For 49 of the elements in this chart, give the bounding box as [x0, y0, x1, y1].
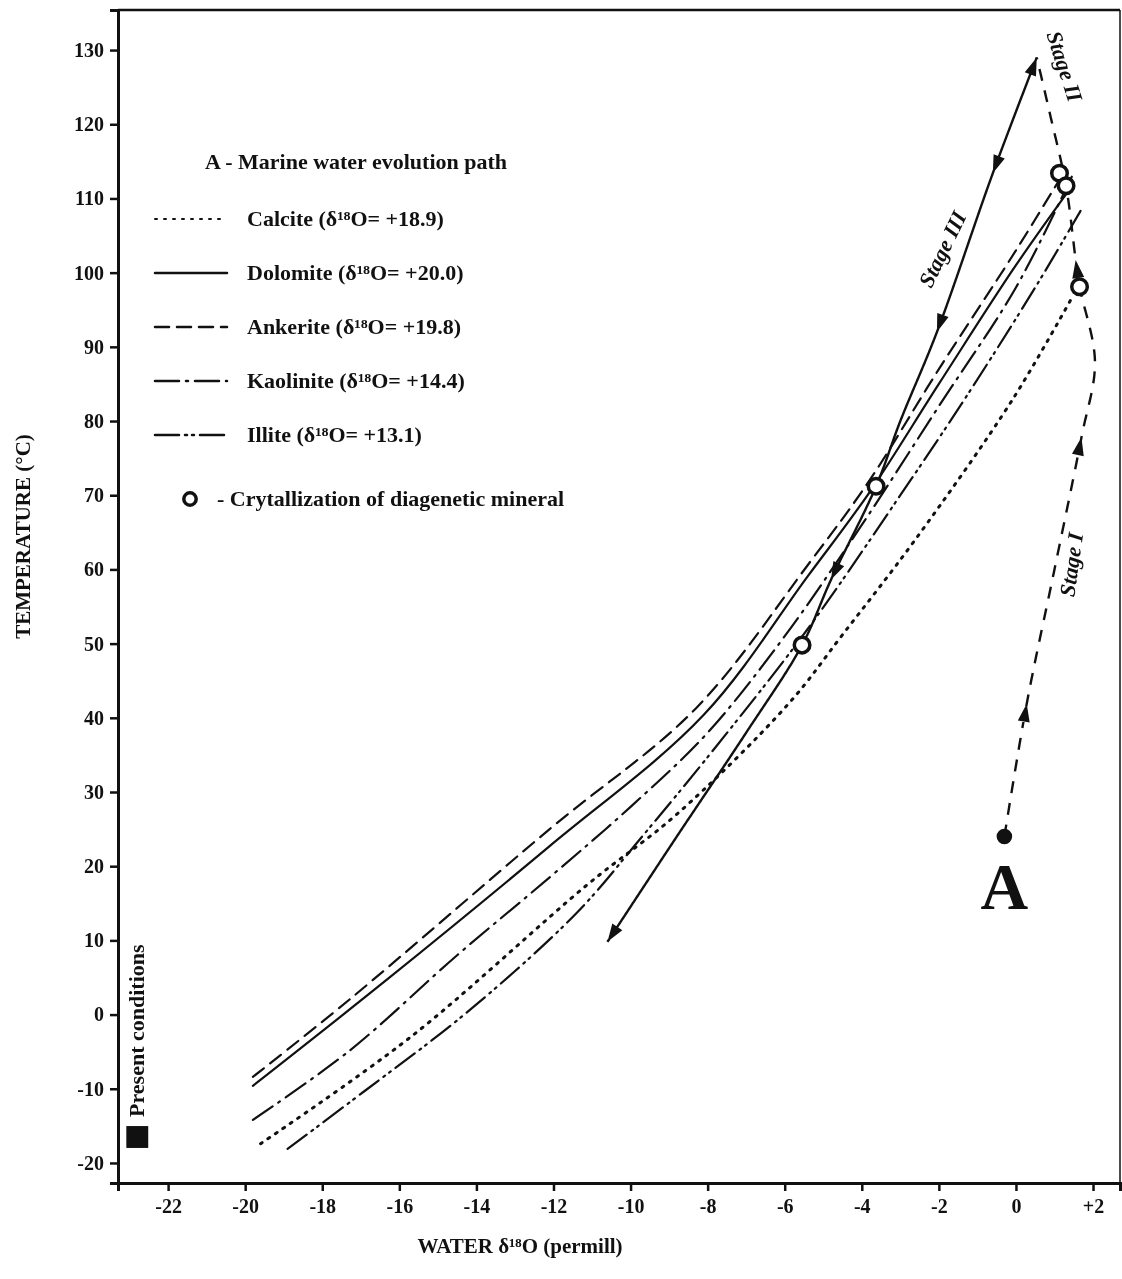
legend-label: Kaolinite (δ¹⁸O= +14.4) — [247, 368, 465, 393]
x-tick-label: -12 — [540, 1195, 568, 1218]
y-tick-label: 100 — [74, 261, 104, 284]
legend-label: Ankerite (δ¹⁸O= +19.8) — [247, 314, 462, 339]
x-tick-label: -20 — [232, 1195, 260, 1218]
legend-label: Dolomite (δ¹⁸O= +20.0) — [247, 260, 464, 285]
x-tick-label: -8 — [699, 1195, 717, 1218]
x-tick-label: -18 — [309, 1195, 337, 1218]
y-tick-label: 0 — [94, 1003, 104, 1026]
x-axis-title: WATER δ¹⁸O (permill) — [417, 1234, 623, 1258]
legend-label: - Crytallization of diagenetic mineral — [217, 486, 565, 511]
legend-label: Calcite (δ¹⁸O= +18.9) — [247, 206, 444, 231]
x-tick-label: -2 — [931, 1195, 948, 1218]
x-tick-label: -14 — [463, 1195, 491, 1218]
y-tick-label: 130 — [74, 38, 104, 61]
y-tick-label: 80 — [84, 409, 104, 432]
y-tick-label: 40 — [84, 706, 104, 729]
point — [1056, 176, 1076, 196]
y-tick-label: 10 — [84, 929, 104, 952]
point — [1070, 277, 1090, 297]
y-tick-label: 90 — [84, 335, 104, 358]
y-tick-label: 60 — [84, 558, 104, 581]
y-tick-label: -20 — [77, 1151, 104, 1174]
x-tick-label: +2 — [1082, 1195, 1105, 1218]
y-tick-label: 120 — [74, 113, 104, 136]
y-tick-label: 110 — [75, 187, 104, 210]
point — [792, 635, 812, 655]
legend-label: Illite (δ¹⁸O= +13.1) — [247, 422, 422, 447]
x-tick-label: -4 — [853, 1195, 871, 1218]
series-label: A — [980, 849, 1029, 923]
x-tick-label: -16 — [386, 1195, 414, 1218]
y-axis-title: TEMPERATURE (°C) — [11, 434, 35, 639]
y-tick-label: 70 — [84, 484, 104, 507]
point — [996, 828, 1013, 845]
annotation: Stage I — [1054, 529, 1089, 599]
legend-title: A - Marine water evolution path — [205, 149, 508, 174]
y-tick-label: 50 — [84, 632, 104, 655]
y-tick-label: 20 — [84, 855, 104, 878]
point — [866, 476, 886, 496]
x-tick-label: -6 — [776, 1195, 794, 1218]
x-tick-label: 0 — [1011, 1195, 1022, 1218]
y-tick-label: 30 — [84, 780, 104, 803]
text: Present conditions — [124, 944, 150, 1117]
x-tick-label: -10 — [617, 1195, 645, 1218]
annotation: Stage II — [1041, 27, 1089, 107]
y-tick-label: -10 — [77, 1077, 104, 1100]
annotation: Stage III — [913, 206, 973, 292]
point — [126, 1126, 149, 1148]
x-tick-label: -22 — [155, 1195, 182, 1218]
